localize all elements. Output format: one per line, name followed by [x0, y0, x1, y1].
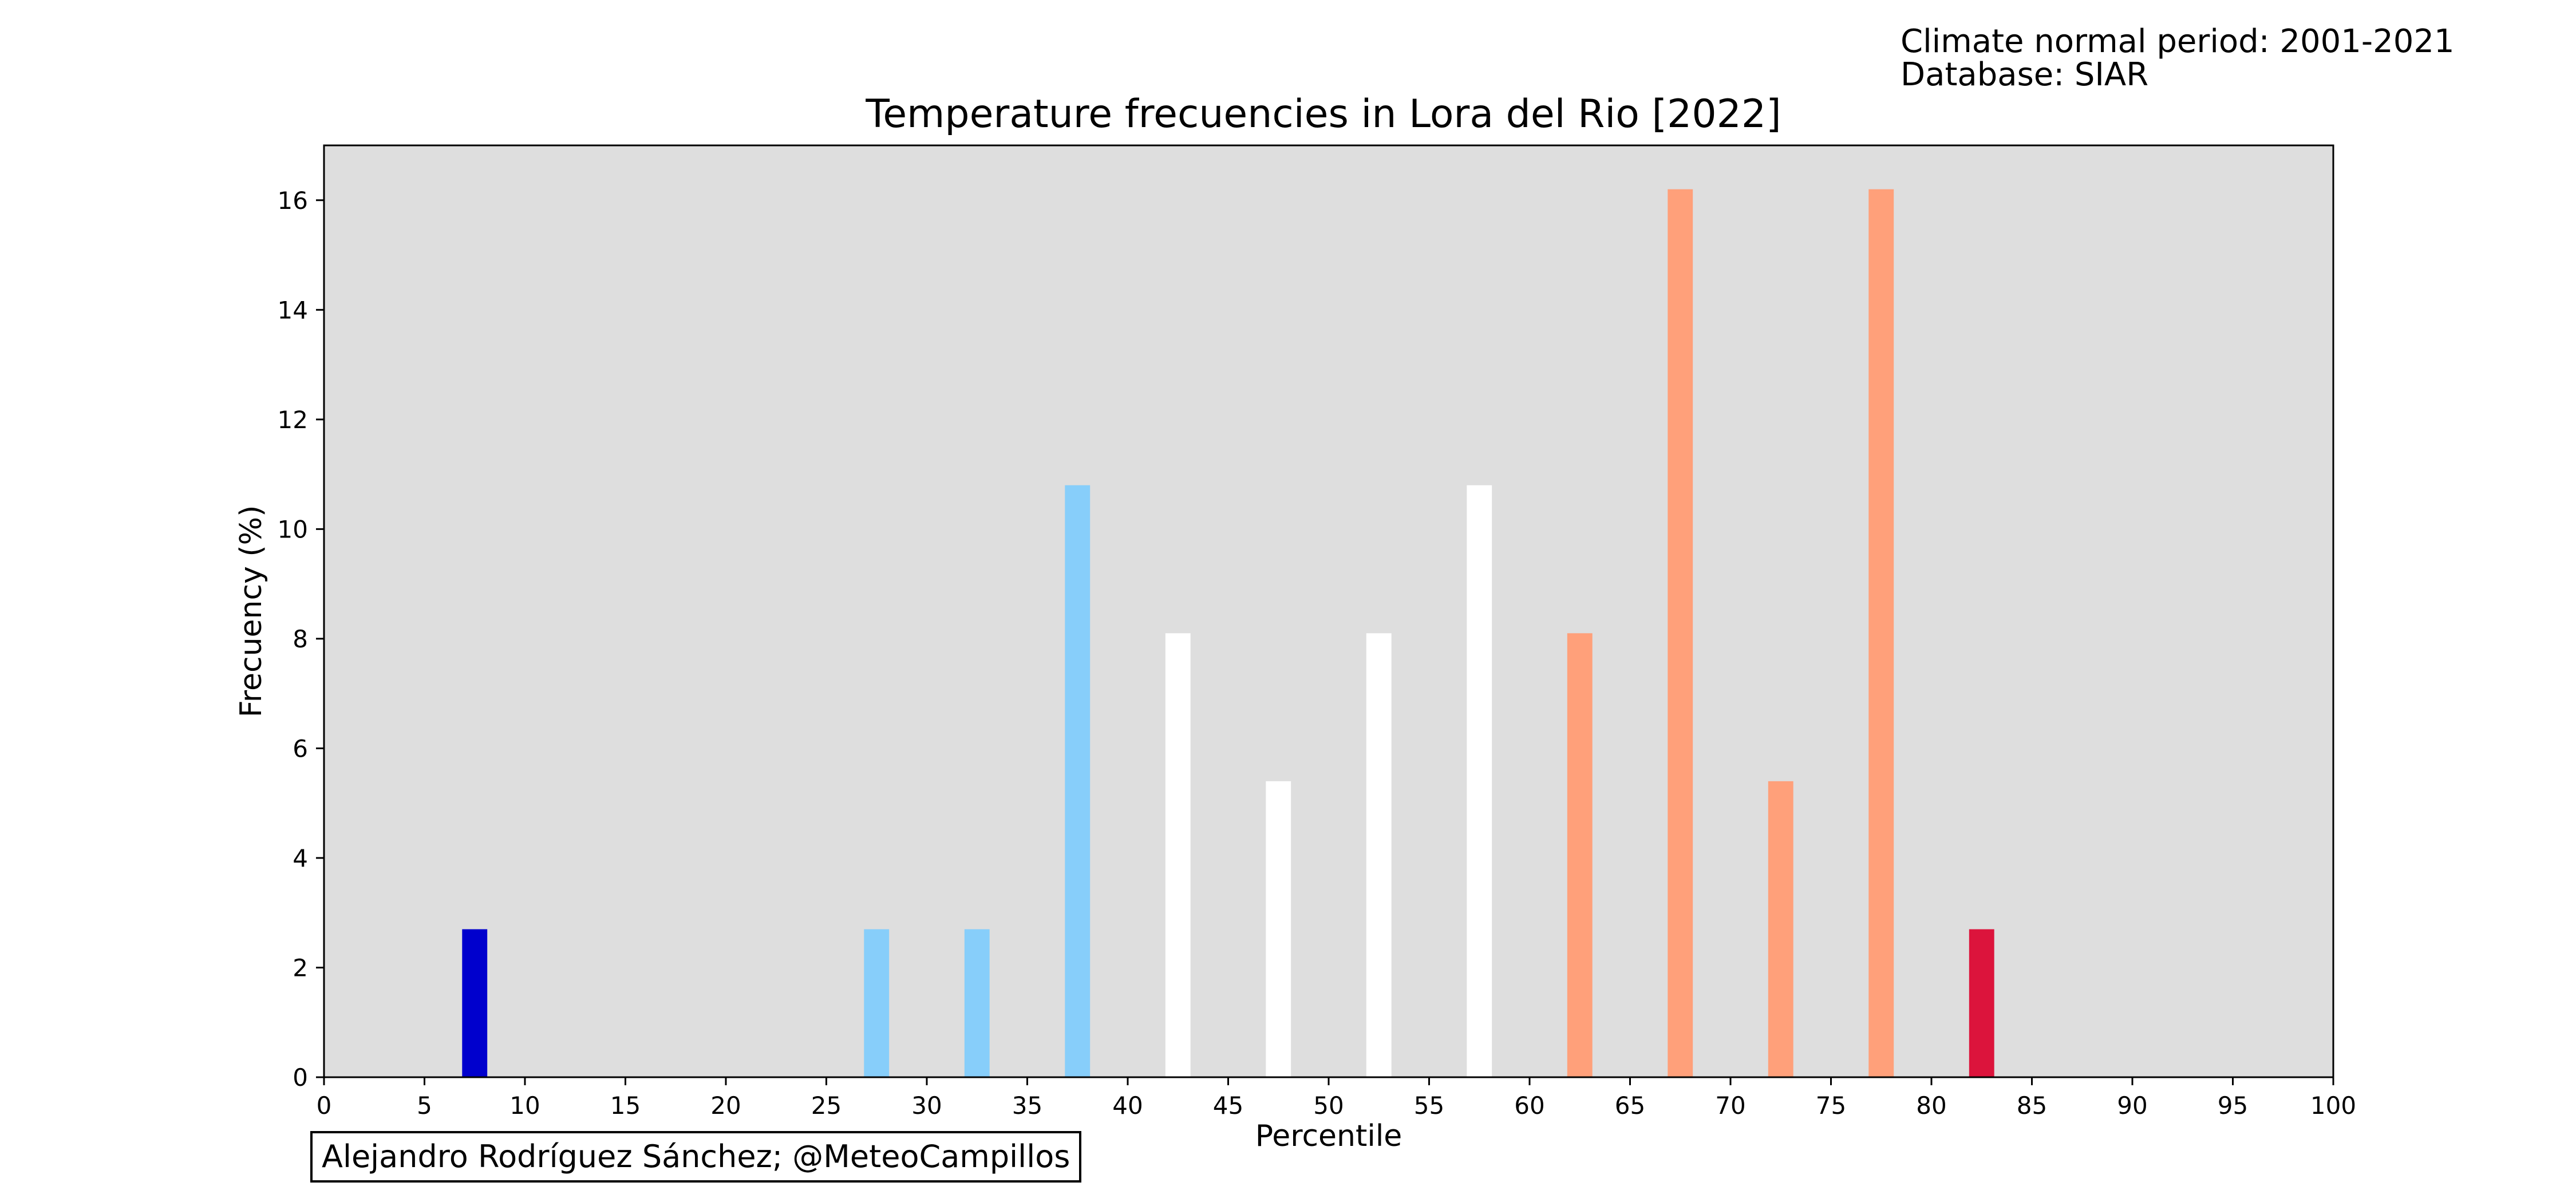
x-tick-label: 75: [1816, 1092, 1846, 1120]
bar-percentile-77-5: [1868, 189, 1894, 1077]
x-tick-label: 40: [1112, 1092, 1143, 1120]
x-tick-label: 70: [1715, 1092, 1745, 1120]
y-tick-label: 6: [293, 734, 308, 762]
bar-percentile-82-5: [1969, 929, 1994, 1077]
y-tick-label: 14: [278, 296, 308, 324]
bar-percentile-47-5: [1266, 781, 1291, 1077]
x-tick-label: 95: [2218, 1092, 2248, 1120]
y-tick-label: 10: [278, 515, 308, 543]
y-axis: 0 2 4 6 8 10 12 14 16: [278, 187, 324, 1092]
y-tick-label: 8: [293, 625, 308, 653]
x-tick-label: 100: [2310, 1092, 2356, 1120]
bar-percentile-7-5: [462, 929, 488, 1077]
y-axis-label: Frecuency (%): [234, 505, 268, 718]
y-tick-label: 12: [278, 406, 308, 434]
bar-percentile-32-5: [964, 929, 990, 1077]
y-tick-label: 2: [293, 954, 308, 982]
y-tick-label: 0: [293, 1063, 308, 1092]
x-tick-label: 10: [509, 1092, 540, 1120]
y-tick-label: 4: [293, 844, 308, 872]
bar-percentile-37-5: [1065, 485, 1091, 1077]
x-tick-label: 85: [2017, 1092, 2047, 1120]
x-tick-label: 60: [1514, 1092, 1544, 1120]
x-tick-label: 25: [811, 1092, 841, 1120]
chart-title: Temperature frecuencies in Lora del Rio …: [865, 92, 1781, 137]
bar-percentile-67-5: [1668, 189, 1693, 1077]
bar-percentile-72-5: [1768, 781, 1793, 1077]
bar-percentile-27-5: [864, 929, 890, 1077]
x-tick-label: 0: [317, 1092, 332, 1120]
x-tick-label: 65: [1615, 1092, 1645, 1120]
x-tick-label: 55: [1414, 1092, 1444, 1120]
x-tick-label: 80: [1916, 1092, 1946, 1120]
bar-percentile-62-5: [1567, 633, 1593, 1077]
x-tick-label: 30: [911, 1092, 942, 1120]
x-tick-label: 90: [2117, 1092, 2147, 1120]
bar-percentile-52-5: [1366, 633, 1392, 1077]
author-credit: Alejandro Rodríguez Sánchez; @MeteoCampi…: [310, 1131, 1082, 1183]
climate-period-label: Climate normal period: 2001-2021: [1901, 23, 2455, 60]
x-tick-label: 5: [417, 1092, 432, 1120]
x-tick-label: 50: [1313, 1092, 1344, 1120]
bar-percentile-42-5: [1165, 633, 1191, 1077]
plot-area: [324, 145, 2333, 1077]
bar-percentile-57-5: [1467, 485, 1492, 1077]
x-tick-label: 20: [710, 1092, 741, 1120]
x-axis: 0 5 10 15 20 25 30 35 40 45 50 55 60 65 70 75 80 85 90 95 10…: [317, 1077, 2356, 1120]
x-tick-label: 15: [610, 1092, 641, 1120]
y-tick-label: 16: [278, 187, 308, 215]
database-label: Database: SIAR: [1901, 56, 2149, 93]
x-tick-label: 45: [1213, 1092, 1243, 1120]
x-axis-label: Percentile: [1255, 1119, 1402, 1153]
x-tick-label: 35: [1012, 1092, 1042, 1120]
bars-group: [462, 189, 1994, 1077]
